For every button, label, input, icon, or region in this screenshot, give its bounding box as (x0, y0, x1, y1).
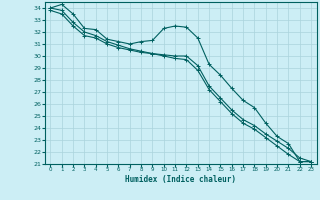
X-axis label: Humidex (Indice chaleur): Humidex (Indice chaleur) (125, 175, 236, 184)
